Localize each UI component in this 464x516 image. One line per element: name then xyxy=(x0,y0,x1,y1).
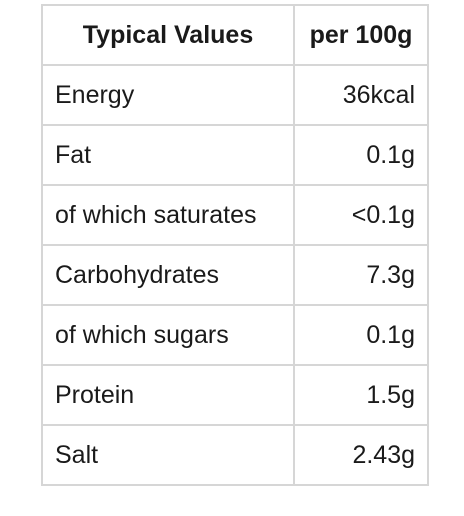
table-body: Energy 36kcal Fat 0.1g of which saturate… xyxy=(41,64,429,486)
nutrient-value: 7.3g xyxy=(293,244,429,306)
nutrient-value: <0.1g xyxy=(293,184,429,246)
nutrient-value: 1.5g xyxy=(293,364,429,426)
table-row: Protein 1.5g xyxy=(41,364,429,426)
table-row: Energy 36kcal xyxy=(41,64,429,126)
nutrition-table: Typical Values per 100g Energy 36kcal Fa… xyxy=(41,4,429,486)
header-per-100g: per 100g xyxy=(293,4,429,66)
nutrient-value: 36kcal xyxy=(293,64,429,126)
nutrient-name: Energy xyxy=(41,64,295,126)
nutrient-name: Carbohydrates xyxy=(41,244,295,306)
nutrient-value: 0.1g xyxy=(293,304,429,366)
table-row: Salt 2.43g xyxy=(41,424,429,486)
header-row: Typical Values per 100g xyxy=(41,4,429,66)
table-row: Carbohydrates 7.3g xyxy=(41,244,429,306)
table-row: of which saturates <0.1g xyxy=(41,184,429,246)
table-header: Typical Values per 100g xyxy=(41,4,429,66)
table-row: Fat 0.1g xyxy=(41,124,429,186)
nutrient-name: of which sugars xyxy=(41,304,295,366)
nutrient-name: Protein xyxy=(41,364,295,426)
nutrient-name: Fat xyxy=(41,124,295,186)
nutrient-name: Salt xyxy=(41,424,295,486)
nutrient-value: 2.43g xyxy=(293,424,429,486)
header-typical-values: Typical Values xyxy=(41,4,295,66)
nutrient-value: 0.1g xyxy=(293,124,429,186)
nutrient-name: of which saturates xyxy=(41,184,295,246)
table-row: of which sugars 0.1g xyxy=(41,304,429,366)
